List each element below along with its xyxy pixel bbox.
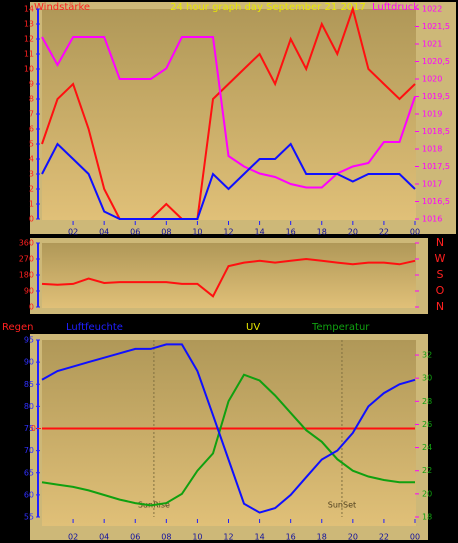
y2-tick-label: 22 [422, 466, 432, 475]
uv-label: UV [246, 322, 260, 333]
y2-tick-label: 28 [422, 397, 432, 406]
y-tick-label: 180 [19, 271, 34, 280]
y2-tick-label: S [437, 268, 444, 281]
y2-tick-label: 1016 [422, 215, 442, 224]
y2-tick-label: 1019,5 [422, 92, 450, 101]
y2-tick-label: 18 [422, 513, 432, 522]
y-tick-label: 90 [24, 358, 34, 367]
y2-tick-label: 1016,5 [422, 197, 450, 206]
x-tick-label: 04 [99, 533, 109, 542]
x-tick-label: 08 [161, 228, 171, 237]
x-tick-label: 00 [410, 533, 420, 542]
y-axis-label: Luftfeuchte [66, 322, 123, 333]
y-tick-label: 360 [19, 239, 34, 248]
series-line [41, 5, 416, 220]
series-line [41, 142, 416, 220]
y-tick-label: 7 [29, 110, 34, 119]
y-tick-label: 9 [29, 80, 34, 89]
y-tick-label: 3 [29, 170, 34, 179]
y2-tick-label: 1018,5 [422, 127, 450, 136]
y-tick-label: 2 [29, 185, 34, 194]
annotation: SunSet [328, 501, 356, 510]
y-tick-label: 1 [29, 200, 34, 209]
y-tick-label: 12 [24, 35, 34, 44]
x-tick-label: 04 [99, 228, 109, 237]
y-tick-label: 65 [24, 468, 34, 477]
x-tick-label: 20 [348, 228, 358, 237]
y-tick-label: 8 [29, 95, 34, 104]
y-tick-label: 95 [24, 336, 34, 345]
y-axis-label: Windstärke [34, 2, 90, 13]
x-tick-label: 00 [410, 228, 420, 237]
y-tick-label: 70 [24, 446, 34, 455]
x-tick-label: 16 [286, 228, 296, 237]
x-tick-label: 10 [192, 228, 202, 237]
y-tick-label: 60 [24, 490, 34, 499]
x-tick-label: 06 [130, 533, 140, 542]
rain-tick-label: 0 [31, 424, 36, 433]
y2-tick-label: 1017 [422, 180, 442, 189]
x-tick-label: 22 [379, 228, 389, 237]
y-tick-label: 270 [19, 255, 34, 264]
y2-tick-label: 1021 [422, 40, 442, 49]
x-tick-label: 10 [192, 533, 202, 542]
y-tick-label: 5 [29, 140, 34, 149]
y2-tick-label: 30 [422, 374, 432, 383]
y2-tick-label: 24 [422, 443, 432, 452]
series-line [41, 373, 415, 507]
y-tick-label: 85 [24, 380, 34, 389]
plot-area [42, 340, 416, 526]
y2-tick-label: W [435, 252, 446, 265]
y-tick-label: 14 [24, 5, 34, 14]
y2-tick-label: 1022 [422, 5, 442, 14]
x-tick-label: 22 [379, 533, 389, 542]
x-tick-label: 12 [223, 228, 233, 237]
y2-tick-label: 32 [422, 351, 432, 360]
y-tick-label: 6 [29, 125, 34, 134]
y-tick-label: 75 [24, 424, 34, 433]
y2-tick-label: 26 [422, 420, 432, 429]
y-tick-label: 10 [24, 65, 34, 74]
y2-tick-label: 1018 [422, 145, 442, 154]
x-tick-label: 02 [68, 533, 78, 542]
y2-tick-label: 1021,5 [422, 22, 450, 31]
y2-tick-label: N [436, 236, 444, 249]
series-line [41, 257, 416, 298]
y2-tick-label: 20 [422, 489, 432, 498]
plot-area [42, 243, 416, 308]
x-tick-label: 06 [130, 228, 140, 237]
y-tick-label: 11 [24, 50, 34, 59]
series-line [41, 343, 416, 514]
y2-tick-label: O [436, 284, 445, 297]
y2-axis-label: Temperatur [311, 322, 370, 333]
y-tick-label: 80 [24, 402, 34, 411]
x-tick-label: 20 [348, 533, 358, 542]
y2-tick-label: N [436, 300, 444, 313]
y-tick-label: 13 [24, 20, 34, 29]
x-tick-label: 16 [286, 533, 296, 542]
y2-tick-label: 1020 [422, 75, 442, 84]
y-tick-label: 0 [29, 303, 34, 312]
x-tick-label: 14 [254, 228, 264, 237]
plot-area [42, 9, 416, 220]
y2-axis-label: Luftdruck [372, 2, 419, 13]
y2-tick-label: 1019 [422, 110, 442, 119]
x-tick-label: 18 [317, 533, 327, 542]
y-tick-label: 0 [29, 215, 34, 224]
series-line [41, 36, 416, 189]
x-tick-label: 08 [161, 533, 171, 542]
x-tick-label: 02 [68, 228, 78, 237]
x-tick-label: 14 [254, 533, 264, 542]
y-tick-label: 4 [29, 155, 34, 164]
y-tick-label: 55 [24, 513, 34, 522]
x-tick-label: 12 [223, 533, 233, 542]
y-tick-label: 90 [24, 287, 34, 296]
y2-tick-label: 1017,5 [422, 162, 450, 171]
x-tick-label: 18 [317, 228, 327, 237]
rain-label: Regen [2, 322, 34, 333]
y2-tick-label: 1020,5 [422, 57, 450, 66]
chart-title: 24 hour graph day September 21 2017 [170, 2, 366, 13]
